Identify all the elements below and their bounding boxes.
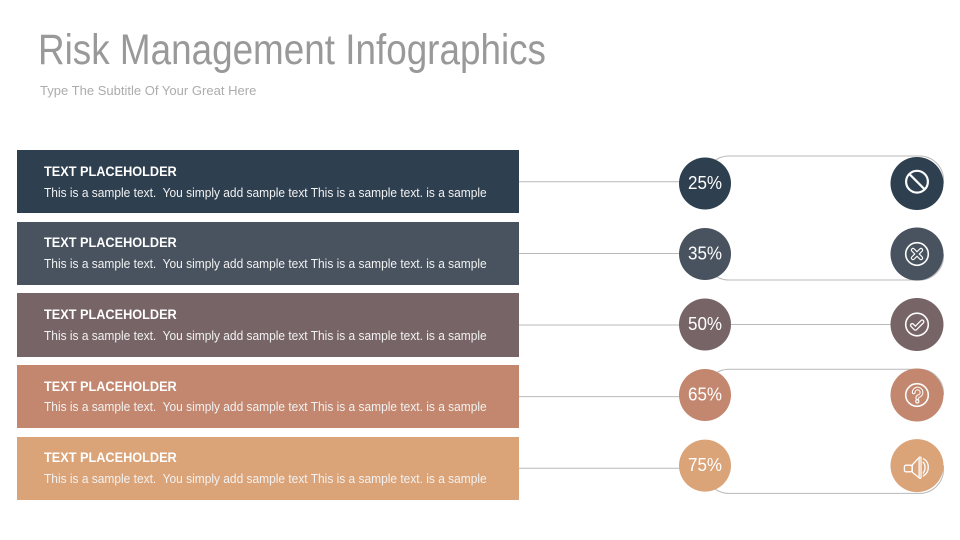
svg-text:75%: 75% — [688, 455, 722, 475]
svg-text:35%: 35% — [688, 244, 722, 264]
svg-text:50%: 50% — [688, 314, 722, 334]
svg-text:65%: 65% — [688, 385, 722, 405]
svg-text:25%: 25% — [688, 173, 722, 193]
